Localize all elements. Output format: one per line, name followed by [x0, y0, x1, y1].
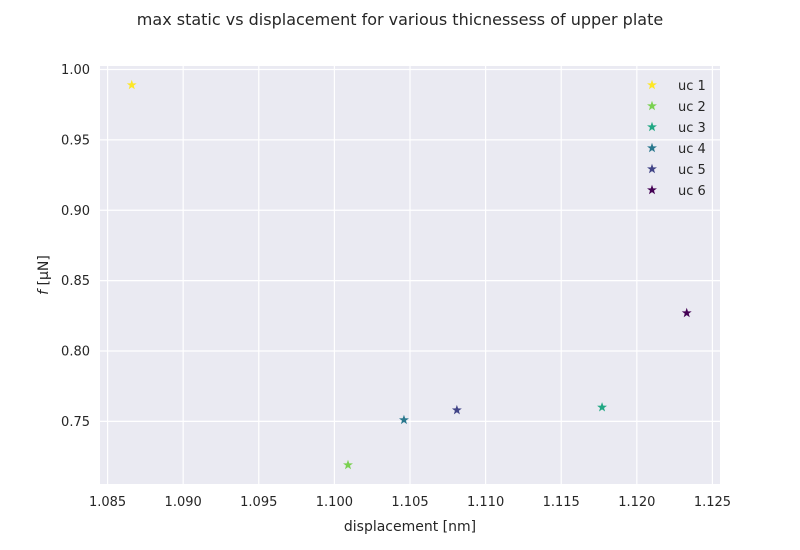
y-tick-label: 0.85	[61, 274, 90, 289]
x-axis-label: displacement [nm]	[344, 519, 476, 535]
data-point-uc-2	[343, 459, 353, 470]
y-tick-label: 0.75	[61, 415, 90, 430]
legend-label: uc 4	[678, 142, 706, 157]
legend-label: uc 6	[678, 184, 706, 199]
legend-marker	[647, 121, 657, 132]
x-tick-label: 1.090	[165, 495, 202, 510]
chart-title: max static vs displacement for various t…	[137, 10, 663, 29]
data-point-uc-3	[597, 402, 607, 412]
y-axis-label: f [μN]	[36, 255, 52, 295]
x-tick-label: 1.085	[89, 495, 126, 510]
legend-label: uc 3	[678, 121, 706, 136]
x-tick-label: 1.110	[467, 495, 504, 510]
data-point-uc-4	[399, 414, 409, 425]
x-tick-label: 1.125	[694, 495, 731, 510]
legend-label: uc 2	[678, 100, 706, 115]
legend-marker	[647, 100, 657, 111]
y-axis-ticks: 0.75 0.80 0.85 0.90 0.95 1.00	[61, 63, 90, 430]
x-tick-label: 1.115	[543, 495, 580, 510]
y-tick-label: 0.80	[61, 345, 90, 360]
y-tick-label: 0.90	[61, 204, 90, 219]
legend-marker	[647, 184, 657, 195]
x-tick-label: 1.100	[316, 495, 353, 510]
data-points	[126, 79, 692, 470]
x-tick-label: 1.095	[240, 495, 277, 510]
legend-marker	[647, 79, 657, 90]
legend-label: uc 5	[678, 163, 706, 178]
legend: uc 1 uc 2 uc 3 uc 4 uc 5 uc 6	[647, 79, 706, 199]
y-tick-label: 1.00	[61, 63, 90, 78]
x-tick-label: 1.105	[391, 495, 428, 510]
y-tick-label: 0.95	[61, 133, 90, 148]
data-point-uc-6	[681, 307, 692, 318]
legend-marker	[647, 163, 657, 174]
data-point-uc-5	[451, 404, 462, 415]
legend-marker	[647, 142, 657, 153]
x-tick-label: 1.120	[618, 495, 655, 510]
x-axis-ticks: 1.085 1.090 1.095 1.100 1.105 1.110 1.115 1.120…	[89, 495, 731, 510]
gridlines	[100, 66, 720, 484]
legend-label: uc 1	[678, 79, 706, 94]
data-point-uc-1	[126, 79, 137, 90]
